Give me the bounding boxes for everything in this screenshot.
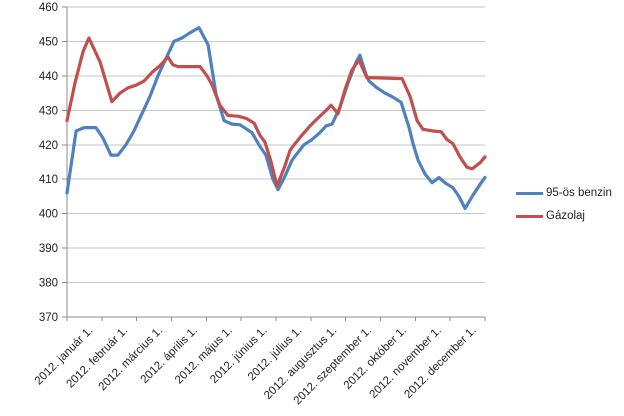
series-line-95-s-benzin bbox=[65, 26, 487, 211]
y-axis-label: 430 bbox=[39, 105, 58, 117]
y-axis-labels: 370 380 390 400 410 420 430 440 450 460 bbox=[39, 2, 58, 324]
series-line-g-zolaj bbox=[65, 36, 487, 188]
gazolaj-line-swatch bbox=[516, 214, 543, 218]
y-axis-label: 460 bbox=[39, 2, 58, 14]
y-axis-label: 420 bbox=[39, 140, 58, 152]
legend-label-gazolaj: Gázolaj bbox=[546, 210, 585, 222]
x-axis-label: 2012. január 1. bbox=[33, 325, 96, 388]
gridlines bbox=[67, 6, 485, 284]
y-axis-label: 440 bbox=[39, 71, 58, 83]
legend-item-gazolaj: Gázolaj bbox=[516, 210, 612, 222]
y-axis-label: 380 bbox=[39, 278, 58, 290]
legend-item-benzin: 95-ös benzin bbox=[516, 187, 612, 199]
y-axis-label: 410 bbox=[39, 174, 58, 186]
legend-label-benzin: 95-ös benzin bbox=[546, 187, 612, 199]
x-axis-label: 2012. október 1. bbox=[342, 325, 409, 392]
axes bbox=[62, 6, 486, 321]
benzin-line-swatch bbox=[516, 191, 543, 195]
y-axis-label: 450 bbox=[39, 36, 58, 48]
y-axis-label: 370 bbox=[39, 312, 58, 324]
x-axis-label: 2012. február 1. bbox=[64, 325, 130, 391]
y-axis-label: 400 bbox=[39, 209, 58, 221]
y-axis-label: 390 bbox=[39, 243, 58, 255]
x-axis-labels: 2012. január 1.2012. február 1.2012. már… bbox=[33, 325, 479, 408]
x-axis-label: 2012. március 1. bbox=[97, 325, 166, 394]
chart-legend: 95-ös benzin Gázolaj bbox=[516, 187, 612, 222]
